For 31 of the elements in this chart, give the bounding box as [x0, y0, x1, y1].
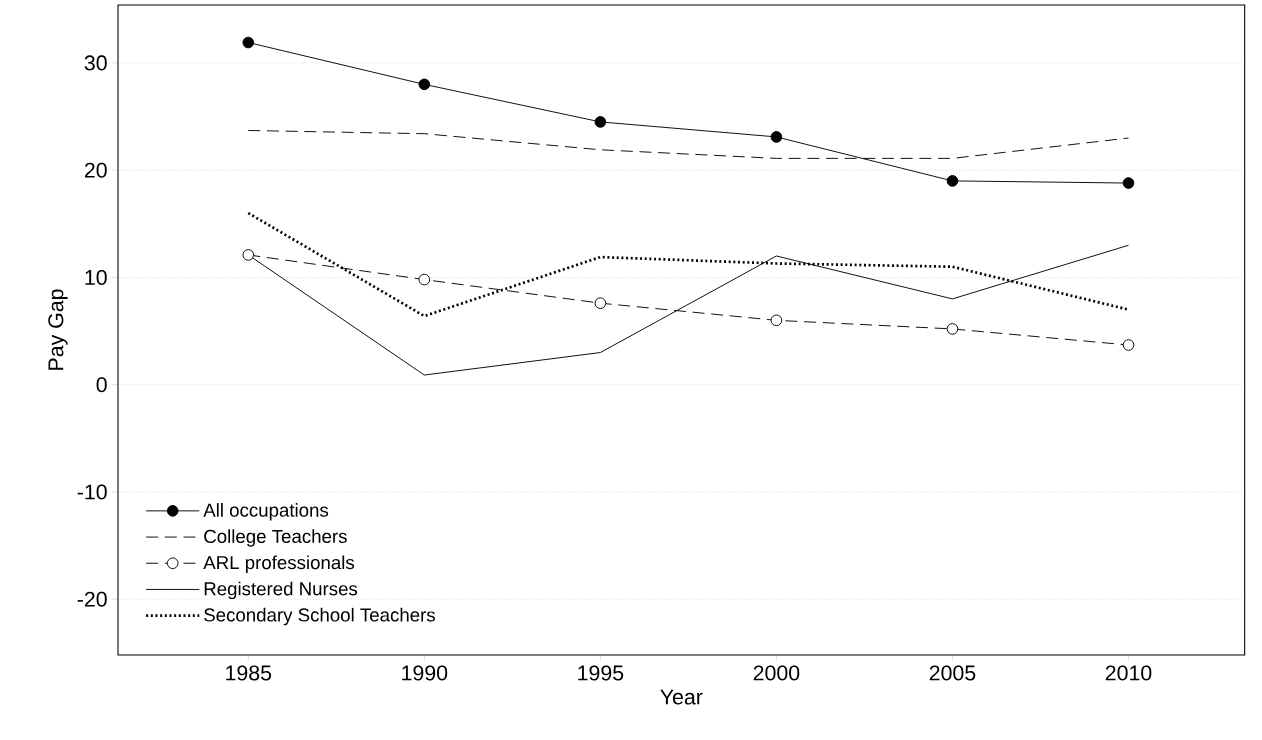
point	[770, 131, 783, 143]
point	[946, 175, 959, 187]
point	[1122, 177, 1135, 189]
point	[242, 36, 255, 49]
x-tick-label: 1990	[402, 665, 448, 681]
legend-label: ARL professionals	[203, 555, 355, 573]
legend-label: Registered Nurses	[204, 581, 358, 600]
point	[418, 78, 431, 91]
legend-label: Secondary School Teachers	[204, 607, 435, 626]
point	[594, 116, 607, 128]
y-axis-title: Pay Gap	[48, 289, 68, 370]
x-axis-title: Year	[660, 689, 703, 705]
y-tick-label: 0	[96, 377, 107, 393]
point	[418, 273, 431, 286]
x-tick-label: 1995	[578, 665, 624, 681]
y-tick-label: 20	[84, 162, 107, 178]
point	[770, 314, 783, 327]
y-tick-label: -20	[77, 591, 107, 607]
point	[594, 297, 607, 309]
x-tick-label: 1985	[226, 665, 272, 681]
y-tick-label: 30	[84, 55, 107, 71]
legend-label: College Teachers	[204, 529, 347, 547]
y-tick-label: 10	[85, 269, 107, 285]
y-tick-label: -10	[77, 484, 107, 500]
x-tick-label: 2010	[1105, 665, 1152, 681]
legend-label: All occupations	[203, 503, 329, 521]
point	[242, 249, 255, 261]
x-tick-label: 2000	[753, 665, 800, 681]
point	[1122, 339, 1135, 351]
x-tick-label: 2005	[929, 665, 976, 681]
point	[946, 323, 959, 335]
